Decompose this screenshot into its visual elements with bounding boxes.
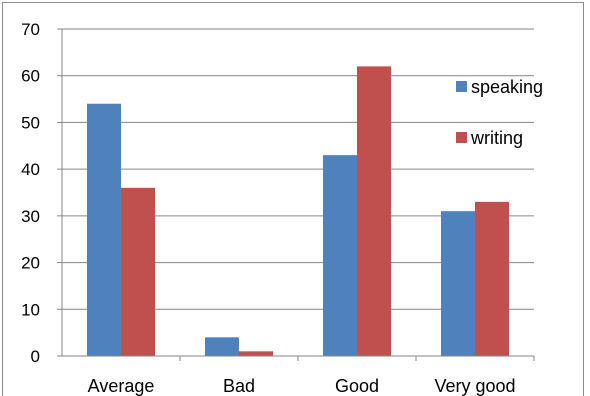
legend-label-writing: writing [470, 128, 523, 148]
x-tick-label-average: Average [88, 376, 155, 396]
bar-writing-bad [239, 351, 273, 356]
bar-writing-very-good [475, 201, 509, 356]
y-tick-label-70: 70 [21, 20, 40, 39]
y-tick-label-50: 50 [21, 113, 40, 132]
y-tick-label-20: 20 [21, 254, 40, 273]
y-tick-label-60: 60 [21, 67, 40, 86]
x-tick-label-bad: Bad [223, 376, 255, 396]
bar-speaking-good [323, 155, 357, 356]
legend: speaking writing [456, 77, 543, 148]
bars [87, 66, 509, 356]
y-tick-label-30: 30 [21, 207, 40, 226]
y-tick-label-10: 10 [21, 300, 40, 319]
x-tick-labels: Average Bad Good Very good [88, 356, 535, 396]
bar-speaking-bad [205, 337, 239, 356]
x-tick-label-good: Good [335, 376, 379, 396]
bar-speaking-average [87, 103, 121, 356]
legend-label-speaking: speaking [471, 77, 543, 97]
y-tick-label-0: 0 [31, 347, 40, 366]
x-tick-label-very-good: Very good [434, 376, 515, 396]
y-tick-label-40: 40 [21, 160, 40, 179]
bar-speaking-very-good [441, 211, 475, 356]
bar-writing-good [357, 66, 391, 356]
legend-swatch-speaking [456, 81, 467, 92]
bar-writing-average [121, 187, 155, 356]
legend-swatch-writing [456, 132, 467, 143]
y-tick-labels: 0 10 20 30 40 50 60 70 [21, 20, 62, 366]
